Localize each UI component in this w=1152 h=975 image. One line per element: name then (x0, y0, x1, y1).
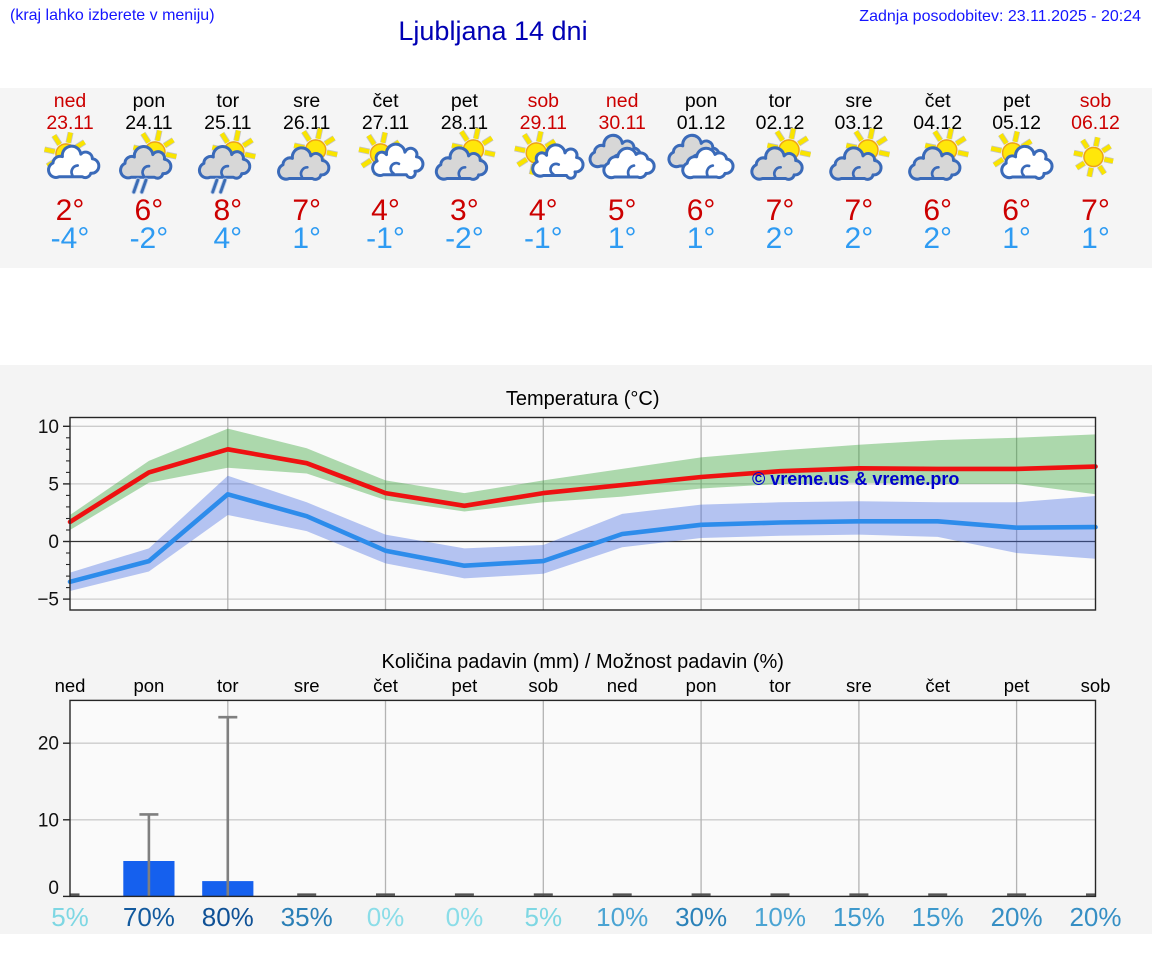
svg-text:tor: tor (217, 675, 239, 696)
svg-text:15%: 15% (912, 902, 964, 932)
svg-text:sre: sre (846, 675, 872, 696)
svg-text:ned: ned (55, 675, 86, 696)
svg-text:1°: 1° (292, 222, 321, 255)
svg-text:0%: 0% (446, 902, 484, 932)
svg-text:7°: 7° (292, 194, 321, 227)
svg-text:30.11: 30.11 (599, 112, 646, 134)
svg-text:24.11: 24.11 (125, 112, 172, 134)
svg-text:pon: pon (133, 675, 164, 696)
svg-text:1°: 1° (1081, 222, 1110, 255)
svg-text:1°: 1° (687, 222, 716, 255)
svg-text:ned: ned (606, 90, 639, 112)
svg-text:0: 0 (48, 532, 59, 553)
svg-text:4°: 4° (371, 194, 400, 227)
svg-text:1°: 1° (608, 222, 637, 255)
svg-text:pon: pon (133, 90, 166, 112)
svg-text:sre: sre (293, 90, 320, 112)
svg-text:čet: čet (373, 675, 398, 696)
svg-text:25.11: 25.11 (204, 112, 251, 134)
svg-text:1°: 1° (1002, 222, 1031, 255)
svg-text:10: 10 (38, 810, 59, 831)
svg-text:6°: 6° (1002, 194, 1031, 227)
svg-text:pon: pon (685, 90, 718, 112)
svg-text:Temperatura (°C): Temperatura (°C) (506, 388, 660, 410)
svg-text:6°: 6° (135, 194, 164, 227)
svg-text:20%: 20% (991, 902, 1043, 932)
svg-text:-2°: -2° (445, 222, 484, 255)
svg-text:sob: sob (528, 90, 560, 112)
svg-text:5°: 5° (608, 194, 637, 227)
svg-text:30%: 30% (675, 902, 727, 932)
svg-text:sre: sre (845, 90, 872, 112)
svg-text:5%: 5% (525, 902, 563, 932)
svg-text:0: 0 (48, 878, 59, 899)
svg-text:5%: 5% (51, 902, 89, 932)
svg-text:-4°: -4° (51, 222, 90, 255)
svg-text:pet: pet (1003, 90, 1031, 112)
svg-text:2°: 2° (845, 222, 874, 255)
svg-text:2°: 2° (56, 194, 85, 227)
svg-text:-1°: -1° (524, 222, 563, 255)
svg-text:pon: pon (686, 675, 717, 696)
svg-text:© vreme.us & vreme.pro: © vreme.us & vreme.pro (752, 469, 959, 489)
svg-text:05.12: 05.12 (992, 112, 1041, 134)
svg-text:10%: 10% (596, 902, 648, 932)
svg-text:sob: sob (1080, 90, 1112, 112)
svg-text:sob: sob (1081, 675, 1111, 696)
svg-text:čet: čet (925, 90, 952, 112)
svg-text:tor: tor (216, 90, 239, 112)
svg-text:Količina padavin (mm) / Možnos: Količina padavin (mm) / Možnost padavin … (382, 651, 784, 673)
svg-text:3°: 3° (450, 194, 479, 227)
svg-text:5: 5 (48, 474, 59, 495)
svg-text:čet: čet (925, 675, 950, 696)
svg-text:20: 20 (38, 734, 59, 755)
svg-text:pet: pet (1004, 675, 1030, 696)
svg-text:0%: 0% (367, 902, 405, 932)
svg-text:čet: čet (372, 90, 399, 112)
svg-text:7°: 7° (845, 194, 874, 227)
svg-text:-2°: -2° (130, 222, 169, 255)
svg-text:-1°: -1° (366, 222, 405, 255)
svg-text:ned: ned (54, 90, 87, 112)
svg-text:8°: 8° (213, 194, 242, 227)
svg-text:2°: 2° (766, 222, 795, 255)
svg-text:sre: sre (294, 675, 320, 696)
svg-text:27.11: 27.11 (362, 112, 409, 134)
svg-text:pet: pet (452, 675, 478, 696)
svg-text:7°: 7° (1081, 194, 1110, 227)
svg-text:2°: 2° (923, 222, 952, 255)
svg-text:10: 10 (38, 417, 59, 438)
svg-text:70%: 70% (123, 902, 175, 932)
svg-text:01.12: 01.12 (677, 112, 726, 134)
svg-text:06.12: 06.12 (1071, 112, 1120, 134)
svg-text:ned: ned (607, 675, 638, 696)
svg-text:10%: 10% (754, 902, 806, 932)
svg-text:7°: 7° (766, 194, 795, 227)
svg-text:−5: −5 (37, 590, 59, 611)
svg-text:6°: 6° (687, 194, 716, 227)
svg-text:4°: 4° (213, 222, 242, 255)
svg-text:15%: 15% (833, 902, 885, 932)
svg-text:6°: 6° (923, 194, 952, 227)
svg-text:tor: tor (769, 675, 791, 696)
svg-text:23.11: 23.11 (46, 112, 93, 134)
svg-text:pet: pet (451, 90, 479, 112)
svg-text:20%: 20% (1069, 902, 1121, 932)
svg-text:29.11: 29.11 (520, 112, 567, 134)
svg-text:sob: sob (528, 675, 558, 696)
svg-text:80%: 80% (202, 902, 254, 932)
svg-text:35%: 35% (281, 902, 333, 932)
svg-text:4°: 4° (529, 194, 558, 227)
svg-text:tor: tor (769, 90, 792, 112)
